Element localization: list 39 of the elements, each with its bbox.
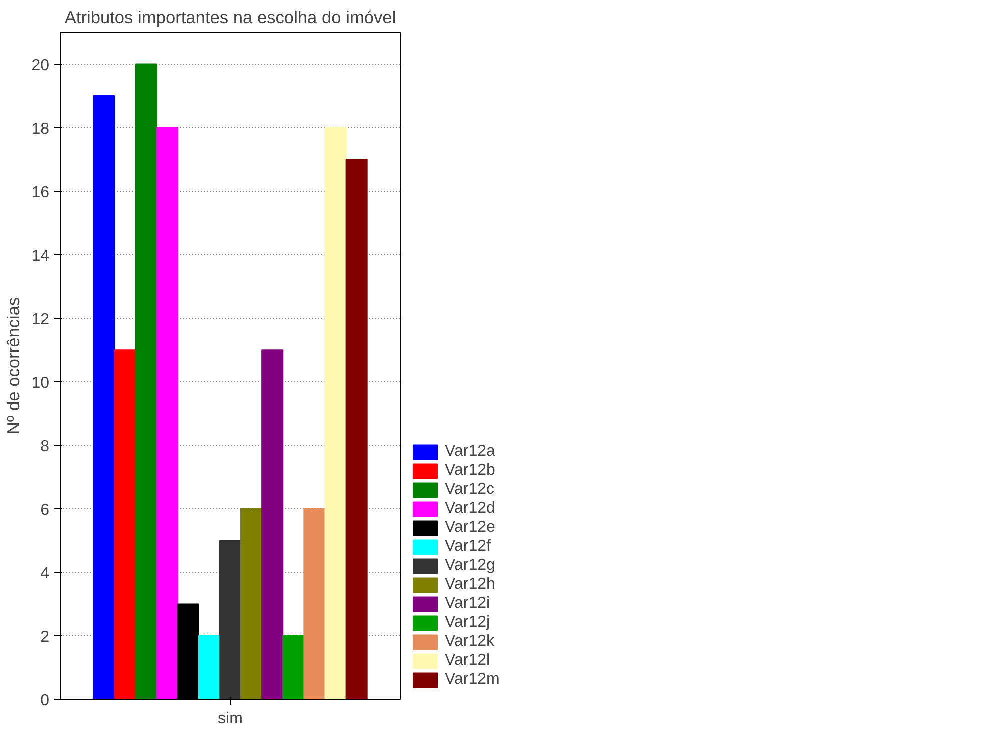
- y-tick-label: 18: [32, 120, 50, 138]
- bar: [324, 127, 347, 700]
- y-tick-label: 0: [40, 692, 50, 710]
- y-tick-label: 6: [40, 502, 50, 519]
- chart-title: Atributos importantes na escolha do imóvel: [64, 8, 396, 28]
- y-tick-label: 8: [40, 438, 50, 456]
- x-tick-label: sim: [218, 710, 243, 728]
- legend-label: Var12h: [445, 576, 496, 594]
- bar: [282, 635, 305, 700]
- legend-label: Var12g: [445, 557, 496, 575]
- y-tick-label: 10: [32, 374, 50, 392]
- legend-label: Var12f: [445, 538, 491, 556]
- bar: [135, 64, 158, 700]
- legend-label: Var12a: [445, 443, 496, 461]
- bar: [219, 540, 242, 700]
- bar: [262, 350, 284, 700]
- legend-label: Var12m: [445, 671, 500, 689]
- legend-label: Var12k: [445, 633, 495, 651]
- legend-label: Var12l: [445, 652, 490, 670]
- y-tick-label: 12: [32, 311, 50, 328]
- legend-label: Var12b: [445, 462, 496, 480]
- y-tick-label: 4: [40, 565, 50, 582]
- legend-label: Var12e: [445, 519, 496, 537]
- legend-label: Var12c: [445, 481, 495, 499]
- bar: [114, 350, 136, 700]
- bar: [156, 127, 178, 700]
- bar: [240, 508, 263, 700]
- legend-label: Var12i: [445, 595, 490, 613]
- bar: [304, 508, 326, 700]
- bar: [198, 635, 220, 700]
- y-axis-title: Nº de ocorrências: [4, 297, 24, 435]
- y-tick-label: 14: [32, 248, 50, 265]
- legend-label: Var12j: [445, 614, 490, 632]
- bar: [93, 96, 116, 700]
- legend-label: Var12d: [445, 500, 496, 518]
- bar: [346, 159, 368, 700]
- y-tick-label: 2: [40, 628, 50, 646]
- y-tick-label: 20: [32, 57, 50, 74]
- y-tick-label: 16: [32, 184, 50, 202]
